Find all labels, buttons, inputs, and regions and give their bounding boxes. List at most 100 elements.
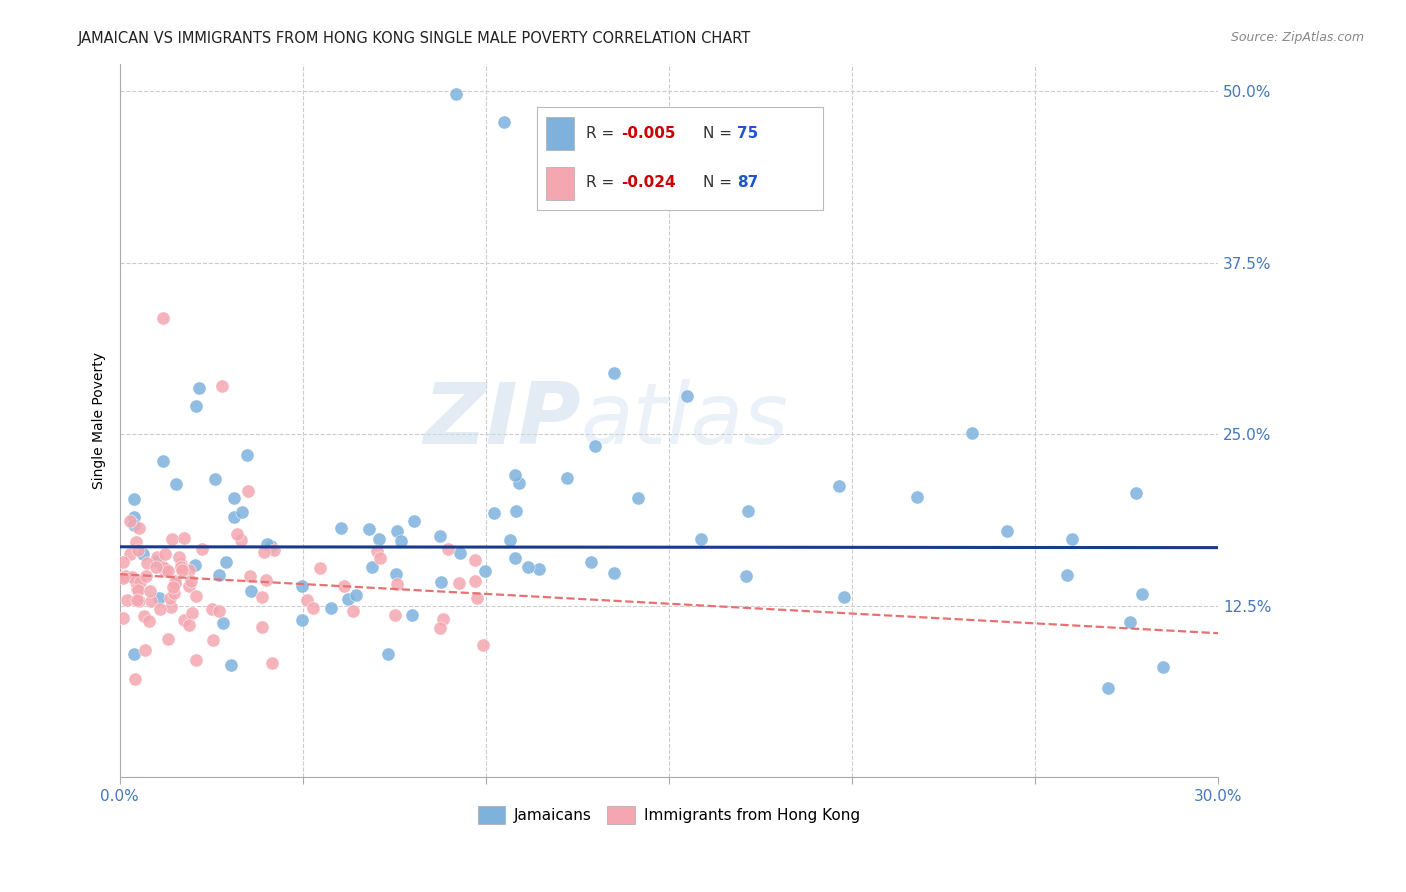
Jamaicans: [231, 505, 253, 519]
Jamaicans: [329, 521, 352, 535]
Immigrants from Hong Kong: [118, 547, 141, 561]
Jamaicans: [389, 533, 412, 548]
Immigrants from Hong Kong: [201, 632, 224, 647]
Y-axis label: Single Male Poverty: Single Male Poverty: [93, 352, 107, 489]
Immigrants from Hong Kong: [263, 543, 285, 558]
Immigrants from Hong Kong: [114, 569, 136, 583]
Immigrants from Hong Kong: [135, 569, 157, 583]
Jamaicans: [995, 524, 1018, 539]
Jamaicans: [122, 491, 145, 506]
Jamaicans: [236, 448, 259, 462]
Immigrants from Hong Kong: [387, 577, 409, 591]
Jamaicans: [404, 514, 426, 528]
Immigrants from Hong Kong: [155, 564, 177, 578]
Immigrants from Hong Kong: [128, 521, 150, 535]
Jamaicans: [503, 468, 526, 483]
Immigrants from Hong Kong: [163, 574, 186, 589]
Immigrants from Hong Kong: [260, 657, 283, 671]
Jamaicans: [834, 590, 856, 604]
Jamaicans: [260, 539, 283, 553]
Immigrants from Hong Kong: [186, 589, 208, 603]
Immigrants from Hong Kong: [167, 550, 190, 565]
Jamaicans: [828, 479, 851, 493]
Immigrants from Hong Kong: [342, 604, 364, 618]
Immigrants from Hong Kong: [139, 594, 162, 608]
Text: atlas: atlas: [581, 379, 789, 462]
Immigrants from Hong Kong: [190, 541, 212, 556]
Jamaicans: [360, 559, 382, 574]
Jamaicans: [122, 509, 145, 524]
Immigrants from Hong Kong: [146, 549, 169, 564]
Jamaicans: [146, 554, 169, 568]
Immigrants from Hong Kong: [173, 531, 195, 545]
Jamaicans: [321, 601, 343, 615]
Jamaicans: [219, 658, 242, 673]
Jamaicans: [204, 472, 226, 486]
Immigrants from Hong Kong: [253, 545, 276, 559]
Immigrants from Hong Kong: [127, 582, 149, 597]
Immigrants from Hong Kong: [250, 590, 273, 604]
Immigrants from Hong Kong: [115, 593, 138, 607]
Immigrants from Hong Kong: [170, 563, 193, 577]
Immigrants from Hong Kong: [124, 672, 146, 686]
Jamaicans: [208, 568, 231, 582]
Immigrants from Hong Kong: [129, 575, 152, 590]
Immigrants from Hong Kong: [429, 621, 451, 635]
Immigrants from Hong Kong: [138, 615, 160, 629]
Jamaicans: [602, 566, 624, 580]
Immigrants from Hong Kong: [135, 556, 157, 570]
Immigrants from Hong Kong: [121, 569, 143, 583]
Immigrants from Hong Kong: [333, 579, 356, 593]
Immigrants from Hong Kong: [297, 592, 319, 607]
Immigrants from Hong Kong: [384, 608, 406, 623]
Jamaicans: [256, 537, 278, 551]
Immigrants from Hong Kong: [225, 527, 247, 541]
Jamaicans: [508, 476, 530, 491]
Jamaicans: [385, 524, 408, 539]
Immigrants from Hong Kong: [149, 602, 172, 616]
Jamaicans: [676, 389, 699, 403]
Jamaicans: [148, 591, 170, 606]
Jamaicans: [212, 616, 235, 631]
Immigrants from Hong Kong: [125, 593, 148, 607]
Jamaicans: [499, 533, 522, 548]
Jamaicans: [367, 532, 389, 546]
Immigrants from Hong Kong: [159, 591, 181, 606]
Jamaicans: [449, 546, 471, 560]
Immigrants from Hong Kong: [464, 553, 486, 567]
Immigrants from Hong Kong: [173, 613, 195, 627]
Immigrants from Hong Kong: [238, 484, 260, 499]
Jamaicans: [527, 562, 550, 576]
Jamaicans: [215, 555, 238, 569]
Jamaicans: [1152, 660, 1174, 674]
Immigrants from Hong Kong: [125, 574, 148, 589]
Immigrants from Hong Kong: [156, 632, 179, 646]
Immigrants from Hong Kong: [464, 574, 486, 588]
Text: JAMAICAN VS IMMIGRANTS FROM HONG KONG SINGLE MALE POVERTY CORRELATION CHART: JAMAICAN VS IMMIGRANTS FROM HONG KONG SI…: [77, 31, 751, 46]
Jamaicans: [429, 529, 451, 543]
Immigrants from Hong Kong: [163, 586, 186, 600]
Jamaicans: [516, 559, 538, 574]
Jamaicans: [187, 381, 209, 395]
Jamaicans: [291, 579, 314, 593]
Jamaicans: [734, 569, 756, 583]
Immigrants from Hong Kong: [447, 576, 470, 591]
Jamaicans: [503, 550, 526, 565]
Immigrants from Hong Kong: [309, 561, 332, 575]
Jamaicans: [224, 491, 246, 505]
Immigrants from Hong Kong: [368, 551, 391, 566]
Immigrants from Hong Kong: [162, 532, 184, 546]
Immigrants from Hong Kong: [112, 610, 135, 624]
Jamaicans: [482, 506, 505, 520]
Text: Source: ZipAtlas.com: Source: ZipAtlas.com: [1230, 31, 1364, 45]
Immigrants from Hong Kong: [432, 612, 454, 626]
Immigrants from Hong Kong: [159, 600, 181, 615]
Immigrants from Hong Kong: [132, 609, 155, 624]
Immigrants from Hong Kong: [156, 564, 179, 578]
Immigrants from Hong Kong: [163, 576, 186, 591]
Text: ZIP: ZIP: [423, 379, 581, 462]
Jamaicans: [690, 532, 713, 546]
Jamaicans: [122, 518, 145, 533]
Immigrants from Hong Kong: [153, 547, 176, 561]
Immigrants from Hong Kong: [208, 605, 231, 619]
